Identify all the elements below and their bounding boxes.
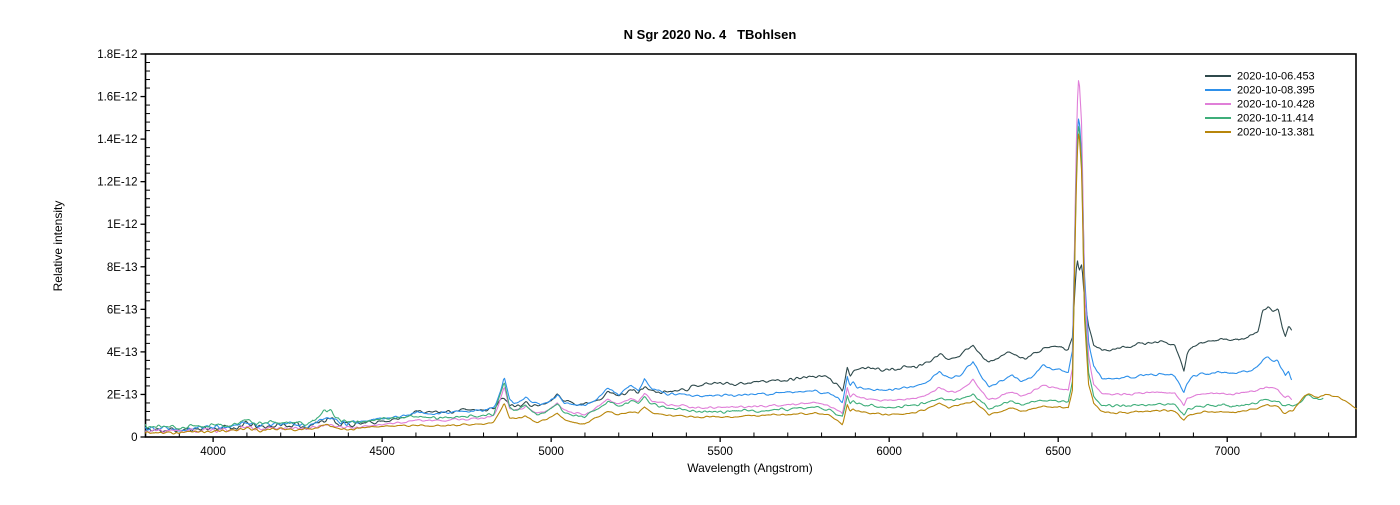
x-tick-label: 4000	[200, 446, 226, 458]
spectrum-line-2020-10-08.395	[144, 118, 1292, 432]
legend-label-2020-10-10.428: 2020-10-10.428	[1237, 99, 1315, 111]
plot-area: 4000 4500 5000 5500 6000 6500 7000 0 2E-13 4E-13 6…	[97, 49, 1357, 458]
x-axis-label: Wavelength (Angstrom)	[687, 461, 813, 475]
x-tick-label: 4500	[369, 446, 395, 458]
chart-title: N Sgr 2020 No. 4 TBohlsen	[624, 27, 797, 42]
plot-border	[144, 53, 1357, 438]
x-tick-label: 5000	[538, 446, 564, 458]
y-tick-label: 0	[131, 432, 137, 444]
spectrum-line-2020-10-10.428	[144, 80, 1292, 434]
x-tick-label: 6000	[876, 446, 902, 458]
y-tick-label: 1.4E-12	[97, 134, 137, 146]
y-tick-label: 2E-13	[107, 389, 138, 401]
legend-label-2020-10-08.395: 2020-10-08.395	[1237, 85, 1315, 97]
spectrum-line-2020-10-13.381	[144, 133, 1357, 435]
y-tick-label: 1.2E-12	[97, 177, 137, 189]
y-tick-label: 1E-12	[107, 219, 138, 231]
y-tick-label: 8E-13	[107, 262, 138, 274]
y-tick-label: 1.6E-12	[97, 92, 137, 104]
x-tick-label: 7000	[1214, 446, 1240, 458]
y-tick-label: 1.8E-12	[97, 49, 137, 61]
y-axis-label: Relative intensity	[51, 201, 65, 292]
legend-label-2020-10-06.453: 2020-10-06.453	[1237, 71, 1315, 83]
x-tick-label: 6500	[1045, 446, 1071, 458]
legend-label-2020-10-11.414: 2020-10-11.414	[1237, 113, 1314, 125]
spectrum-line-2020-10-06.453	[144, 260, 1292, 433]
y-tick-label: 4E-13	[107, 347, 138, 359]
spectrum-line-2020-10-11.414	[144, 126, 1324, 430]
x-tick-label: 5500	[707, 446, 733, 458]
legend-label-2020-10-13.381: 2020-10-13.381	[1237, 127, 1315, 139]
y-tick-label: 6E-13	[107, 304, 138, 316]
